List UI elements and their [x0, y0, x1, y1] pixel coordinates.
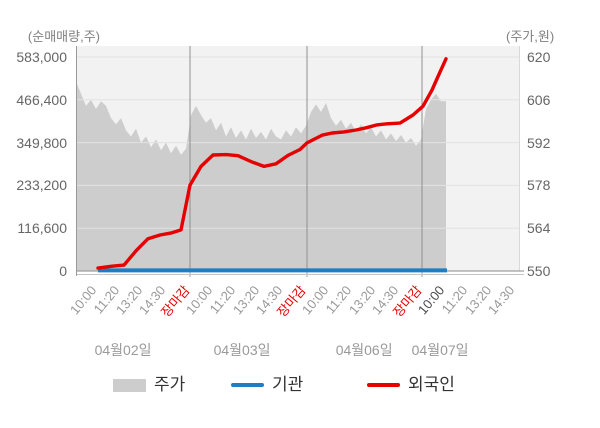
right-axis-tick-label: 592 [527, 134, 551, 151]
legend-item-foreigners[interactable]: 외국인 [367, 375, 455, 395]
legend-item-price[interactable]: 주가 [113, 375, 185, 395]
right-axis-tick-label: 564 [527, 220, 551, 237]
price-area-series [76, 81, 446, 271]
legend-label: 외국인 [408, 375, 455, 394]
line-swatch-icon [367, 383, 400, 387]
plot-area [76, 46, 524, 277]
right-axis-tick-label: 578 [527, 177, 551, 194]
legend-item-institutions[interactable]: 기관 [231, 375, 303, 395]
left-axis-tick-label: 349,800 [16, 134, 67, 151]
right-axis-tick-label: 606 [527, 91, 551, 108]
right-axis-tick-label: 550 [527, 263, 551, 279]
right-axis-tick-label: 620 [527, 49, 551, 65]
chart-canvas [76, 46, 524, 277]
left-axis-tick-label: 583,000 [16, 49, 67, 65]
x-axis-date-label: 04월02일 [94, 342, 152, 358]
left-axis-title: (순매매량,주) [27, 29, 100, 44]
left-axis-tick-label: 116,600 [17, 220, 67, 237]
left-axis-tick-label: 0 [59, 263, 67, 279]
x-tick-label: 14:30 [485, 282, 518, 318]
right-axis-title: (주가,원) [506, 29, 555, 44]
area-swatch-icon [113, 378, 146, 392]
line-swatch-icon [231, 383, 264, 387]
left-axis-tick-label: 466,400 [16, 91, 67, 108]
left-axis-tick-label: 233,200 [16, 177, 67, 194]
x-axis-date-label: 04월07일 [411, 342, 469, 358]
foreigners-line-series [96, 57, 448, 270]
x-axis-date-label: 04월03일 [213, 342, 271, 358]
x-axis-date-label: 04월06일 [335, 342, 393, 358]
legend-label: 주가 [154, 375, 186, 394]
legend-label: 기관 [272, 375, 304, 394]
